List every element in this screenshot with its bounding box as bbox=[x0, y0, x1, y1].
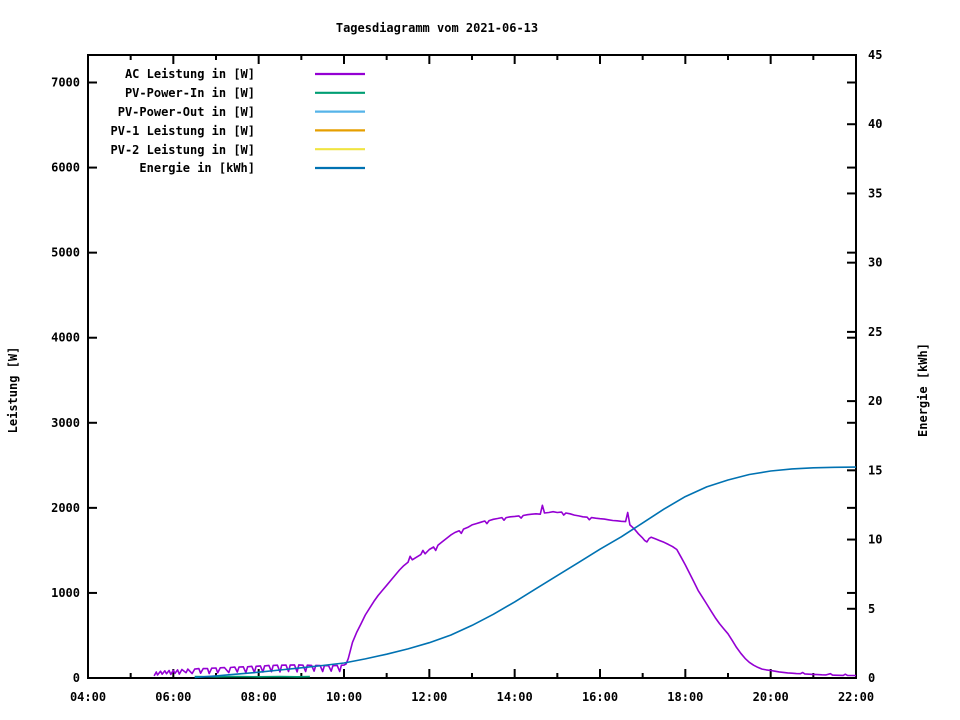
svg-text:22:00: 22:00 bbox=[838, 690, 874, 704]
legend: AC Leistung in [W] PV-Power-In in [W] PV… bbox=[111, 67, 256, 175]
legend-item-energie: Energie in [kWh] bbox=[139, 161, 255, 175]
svg-text:20: 20 bbox=[868, 394, 882, 408]
svg-text:5: 5 bbox=[868, 602, 875, 616]
svg-text:2000: 2000 bbox=[51, 501, 80, 515]
svg-text:25: 25 bbox=[868, 325, 882, 339]
svg-text:40: 40 bbox=[868, 117, 882, 131]
series-line-ac-leistung-in-w- bbox=[153, 504, 857, 677]
legend-line-samples bbox=[315, 72, 365, 170]
legend-item-ac-leistung: AC Leistung in [W] bbox=[125, 67, 255, 81]
series-line-energie-in-kwh- bbox=[194, 466, 857, 679]
svg-text:1000: 1000 bbox=[51, 586, 80, 600]
svg-text:10:00: 10:00 bbox=[326, 690, 362, 704]
svg-text:35: 35 bbox=[868, 186, 882, 200]
axis-ticks bbox=[87, 54, 857, 679]
svg-text:5000: 5000 bbox=[51, 246, 80, 260]
data-series bbox=[153, 466, 857, 679]
svg-text:04:00: 04:00 bbox=[70, 690, 106, 704]
legend-item-pv1-leistung: PV-1 Leistung in [W] bbox=[111, 124, 256, 138]
svg-text:12:00: 12:00 bbox=[411, 690, 447, 704]
svg-text:10: 10 bbox=[868, 533, 882, 547]
chart-title: Tagesdiagramm vom 2021-06-13 bbox=[335, 21, 539, 35]
svg-text:18:00: 18:00 bbox=[667, 690, 703, 704]
svg-text:20:00: 20:00 bbox=[753, 690, 789, 704]
svg-text:7000: 7000 bbox=[51, 76, 80, 90]
svg-text:15: 15 bbox=[868, 463, 882, 477]
svg-text:0: 0 bbox=[868, 671, 875, 685]
svg-text:16:00: 16:00 bbox=[582, 690, 618, 704]
svg-text:3000: 3000 bbox=[51, 416, 80, 430]
svg-text:30: 30 bbox=[868, 256, 882, 270]
axis-tick-labels: 04:00 06:00 08:00 10:00 12:00 14:00 16:00 18:00… bbox=[51, 48, 882, 704]
legend-item-pv-power-in: PV-Power-In in [W] bbox=[125, 86, 255, 100]
svg-text:0: 0 bbox=[73, 671, 80, 685]
legend-item-pv-power-out: PV-Power-Out in [W] bbox=[118, 105, 255, 119]
svg-text:06:00: 06:00 bbox=[155, 690, 191, 704]
svg-text:45: 45 bbox=[868, 48, 882, 62]
svg-text:4000: 4000 bbox=[51, 331, 80, 345]
legend-item-pv2-leistung: PV-2 Leistung in [W] bbox=[111, 143, 256, 157]
svg-text:14:00: 14:00 bbox=[497, 690, 533, 704]
svg-text:6000: 6000 bbox=[51, 161, 80, 175]
svg-text:08:00: 08:00 bbox=[241, 690, 277, 704]
